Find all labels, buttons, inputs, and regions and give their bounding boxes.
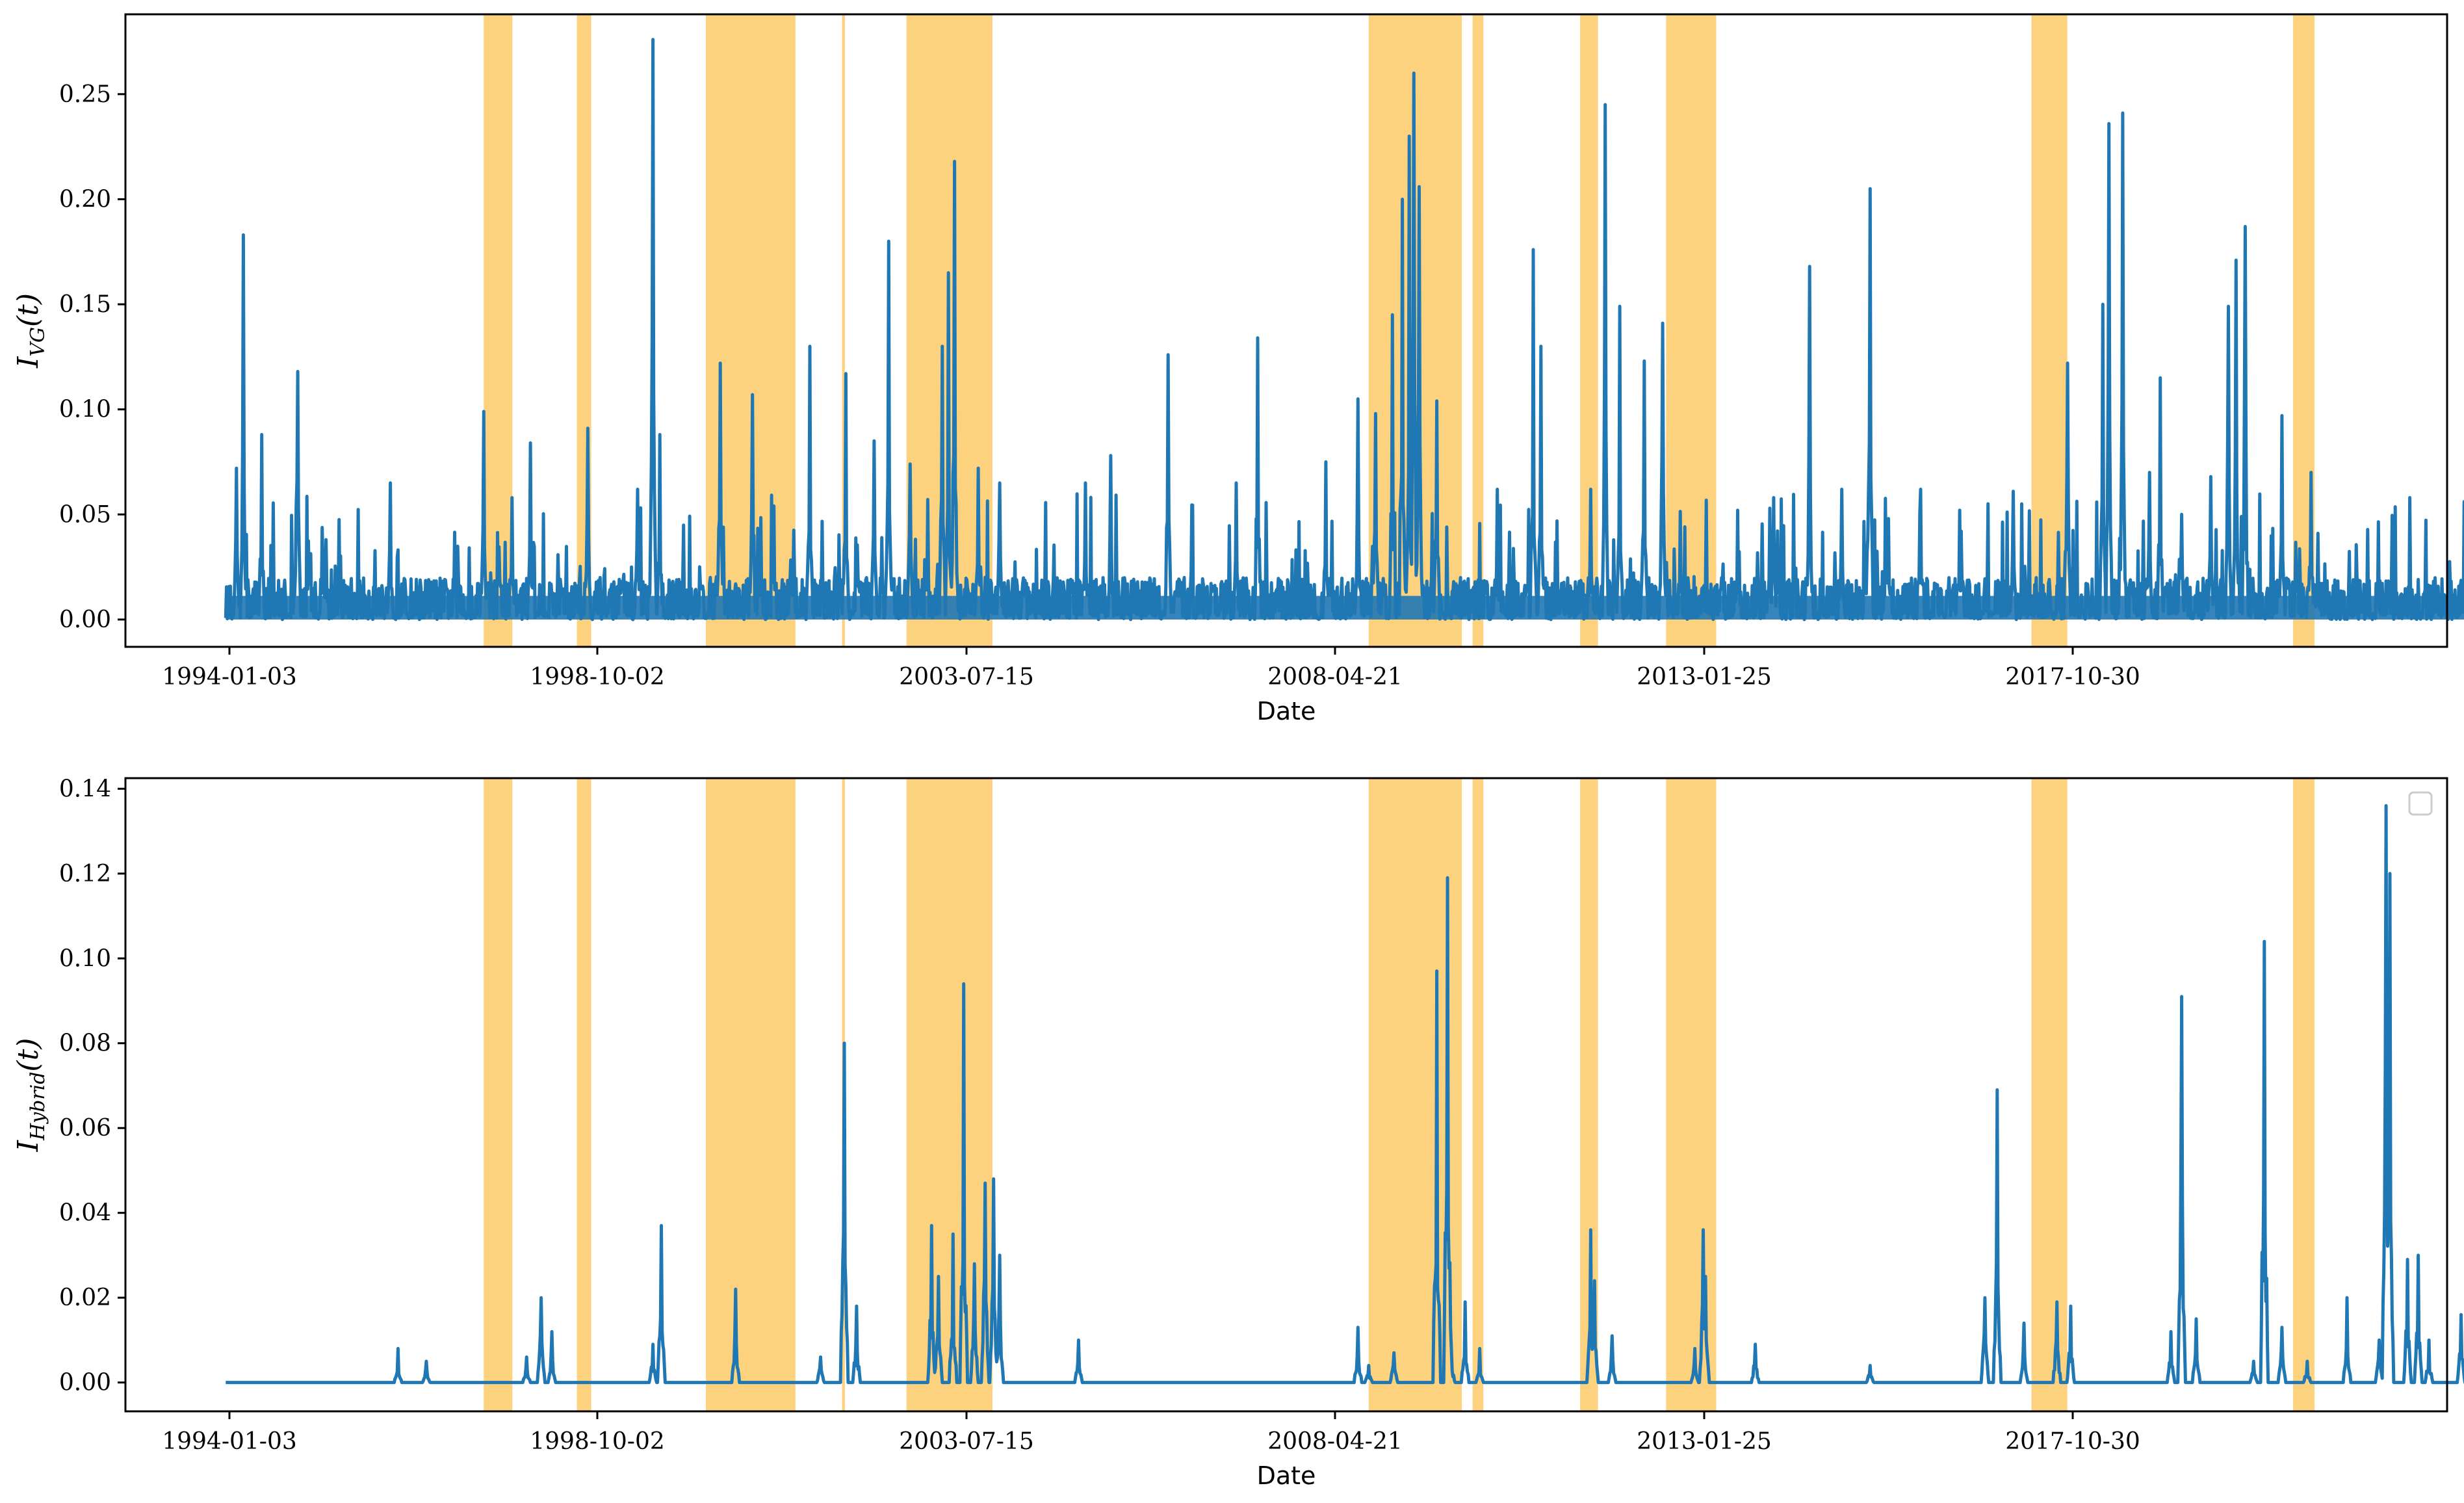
bottom-x-axis-label: Date bbox=[1257, 1461, 1316, 1490]
x-tick-label: 1998-10-02 bbox=[530, 664, 665, 690]
y-tick-label: 0.14 bbox=[59, 776, 111, 802]
bottom-y-label-main: I bbox=[12, 1139, 45, 1152]
shaded-region-10 bbox=[2292, 778, 2315, 1411]
x-tick-label: 2008-04-21 bbox=[1267, 664, 1403, 690]
x-tick-label: 2013-01-25 bbox=[1637, 664, 1772, 690]
top-x-axis-label: Date bbox=[1257, 697, 1316, 725]
bottom-y-label-tail: (t) bbox=[12, 1038, 45, 1072]
y-tick-label: 0.02 bbox=[59, 1285, 111, 1311]
top-series-line bbox=[224, 38, 2464, 621]
shaded-region-6 bbox=[1472, 14, 1484, 647]
y-tick-label: 0.00 bbox=[59, 607, 111, 633]
y-tick-label: 0.04 bbox=[59, 1200, 111, 1227]
bottom-y-label-sub: Hybrid bbox=[27, 1072, 49, 1141]
top-y-axis-label: IVG(t) bbox=[12, 293, 49, 369]
x-tick-label: 1998-10-02 bbox=[530, 1428, 665, 1455]
y-tick-label: 0.10 bbox=[59, 397, 111, 423]
top-y-ticks: 0.00 0.05 0.10 0.15 0.20 0.25 bbox=[59, 81, 125, 633]
bottom-y-ticks: 0.00 0.02 0.04 0.06 0.08 0.10 0.12 0.14 bbox=[59, 776, 125, 1396]
y-tick-label: 0.15 bbox=[59, 291, 111, 318]
y-tick-label: 0.10 bbox=[59, 945, 111, 972]
x-tick-label: 2013-01-25 bbox=[1637, 1428, 1772, 1455]
y-tick-label: 0.08 bbox=[59, 1030, 111, 1057]
top-axes-frame bbox=[124, 13, 2448, 648]
bottom-y-axis-label: IHybrid(t) bbox=[12, 1038, 49, 1153]
shaded-region-9 bbox=[2031, 14, 2068, 647]
y-tick-label: 0.12 bbox=[59, 861, 111, 887]
x-tick-label: 1994-01-03 bbox=[162, 1428, 297, 1455]
top-y-label-sub: VG bbox=[27, 327, 49, 357]
bottom-axes-frame bbox=[124, 777, 2448, 1413]
x-tick-label: 2017-10-30 bbox=[2005, 664, 2140, 690]
top-chart-panel: 0.00 0.05 0.10 0.15 0.20 0.25 1994-01-03 1998-… bbox=[12, 13, 2464, 725]
top-x-ticks: 1994-01-03 1998-10-02 2003-07-15 2008-04-21… bbox=[162, 647, 2140, 690]
series-dense-band bbox=[226, 595, 2464, 620]
y-tick-label: 0.06 bbox=[59, 1115, 111, 1142]
x-tick-label: 2003-07-15 bbox=[899, 664, 1034, 690]
shaded-region-9 bbox=[2031, 778, 2068, 1411]
legend-box bbox=[2408, 791, 2433, 816]
shaded-region-3 bbox=[842, 14, 845, 647]
x-tick-label: 2008-04-21 bbox=[1267, 1428, 1403, 1455]
series-line-path bbox=[225, 804, 2464, 1385]
y-tick-label: 0.25 bbox=[59, 81, 111, 108]
x-tick-label: 2017-10-30 bbox=[2005, 1428, 2140, 1455]
top-y-label-main: I bbox=[12, 356, 45, 369]
shaded-region-6 bbox=[1472, 778, 1484, 1411]
bottom-x-ticks: 1994-01-03 1998-10-02 2003-07-15 2008-04-21… bbox=[162, 1411, 2140, 1455]
y-tick-label: 0.20 bbox=[59, 186, 111, 213]
y-tick-label: 0.00 bbox=[59, 1370, 111, 1396]
y-tick-label: 0.05 bbox=[59, 501, 111, 528]
shaded-region-2 bbox=[706, 778, 796, 1411]
shaded-region-8 bbox=[1666, 778, 1717, 1411]
bottom-shaded-regions bbox=[484, 778, 2315, 1411]
shaded-region-4 bbox=[906, 778, 992, 1411]
shaded-region-0 bbox=[484, 778, 513, 1411]
bottom-chart-panel: 0.00 0.02 0.04 0.06 0.08 0.10 0.12 0.14 1994-01… bbox=[12, 776, 2464, 1490]
shaded-region-1 bbox=[577, 778, 591, 1411]
x-tick-label: 1994-01-03 bbox=[162, 664, 297, 690]
top-y-label-tail: (t) bbox=[12, 293, 45, 327]
bottom-series-line bbox=[225, 804, 2464, 1385]
x-tick-label: 2003-07-15 bbox=[899, 1428, 1034, 1455]
